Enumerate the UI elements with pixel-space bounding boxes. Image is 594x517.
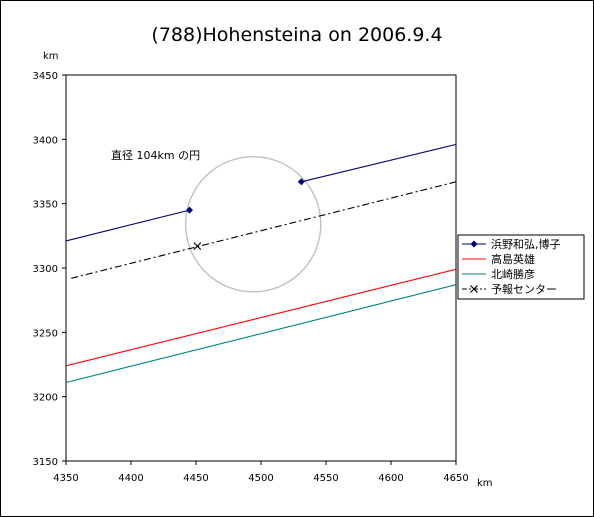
point-marker — [470, 285, 478, 293]
series-observer — [66, 143, 456, 242]
legend-label: 予報センター — [491, 283, 557, 296]
plot-area — [65, 74, 457, 462]
legend-label: 北崎勝彦 — [491, 267, 535, 281]
legend-entry: 浜野和弘,博子 — [462, 238, 561, 251]
plot-content — [66, 143, 456, 384]
y-tick-label: 3400 — [33, 135, 58, 146]
y-axis-ticks: 3450 3400 3350 3300 3250 3200 3150 — [33, 71, 66, 468]
x-tick-label: 4350 — [53, 473, 78, 484]
legend-entry: 高島英雄 — [462, 252, 535, 266]
x-tick-label: 4550 — [313, 473, 338, 484]
y-tick-label: 3350 — [33, 200, 58, 211]
x-tick-label: 4450 — [183, 473, 208, 484]
y-tick-label: 3300 — [33, 264, 58, 275]
series-line-segment — [66, 284, 456, 384]
series-line-segment — [71, 181, 456, 279]
size-circle — [184, 155, 322, 293]
point-marker — [470, 240, 478, 248]
legend-label: 高島英雄 — [491, 252, 535, 266]
series-line-segment — [66, 209, 190, 242]
circle-annotation: 直径 104km の円 — [111, 148, 200, 162]
series-forecast — [71, 181, 456, 279]
y-tick-label: 3150 — [33, 457, 58, 468]
legend-entry: 北崎勝彦 — [462, 267, 535, 281]
x-tick-label: 4600 — [378, 473, 403, 484]
series-line-segment — [301, 143, 456, 183]
y-axis-unit: km — [43, 51, 59, 62]
series-observer — [66, 284, 456, 384]
y-tick-label: 3250 — [33, 328, 58, 339]
chart-title: (788)Hohensteina on 2006.9.4 — [151, 24, 442, 46]
series-line-segment — [66, 268, 456, 367]
legend-box — [457, 234, 585, 300]
x-axis-ticks: 4350 4400 4450 4500 4550 4600 4650 — [53, 461, 469, 484]
legend-entry: 予報センター — [462, 283, 557, 296]
x-axis-unit: km — [477, 478, 493, 489]
x-tick-label: 4650 — [443, 473, 468, 484]
y-tick-label: 3450 — [33, 71, 58, 82]
x-tick-label: 4400 — [118, 473, 143, 484]
point-marker — [193, 242, 202, 251]
legend-label: 浜野和弘,博子 — [491, 238, 561, 251]
point-marker — [297, 178, 305, 186]
point-marker — [186, 206, 193, 214]
y-tick-label: 3200 — [33, 393, 58, 404]
x-tick-label: 4500 — [248, 473, 273, 484]
series-observer — [66, 268, 456, 367]
